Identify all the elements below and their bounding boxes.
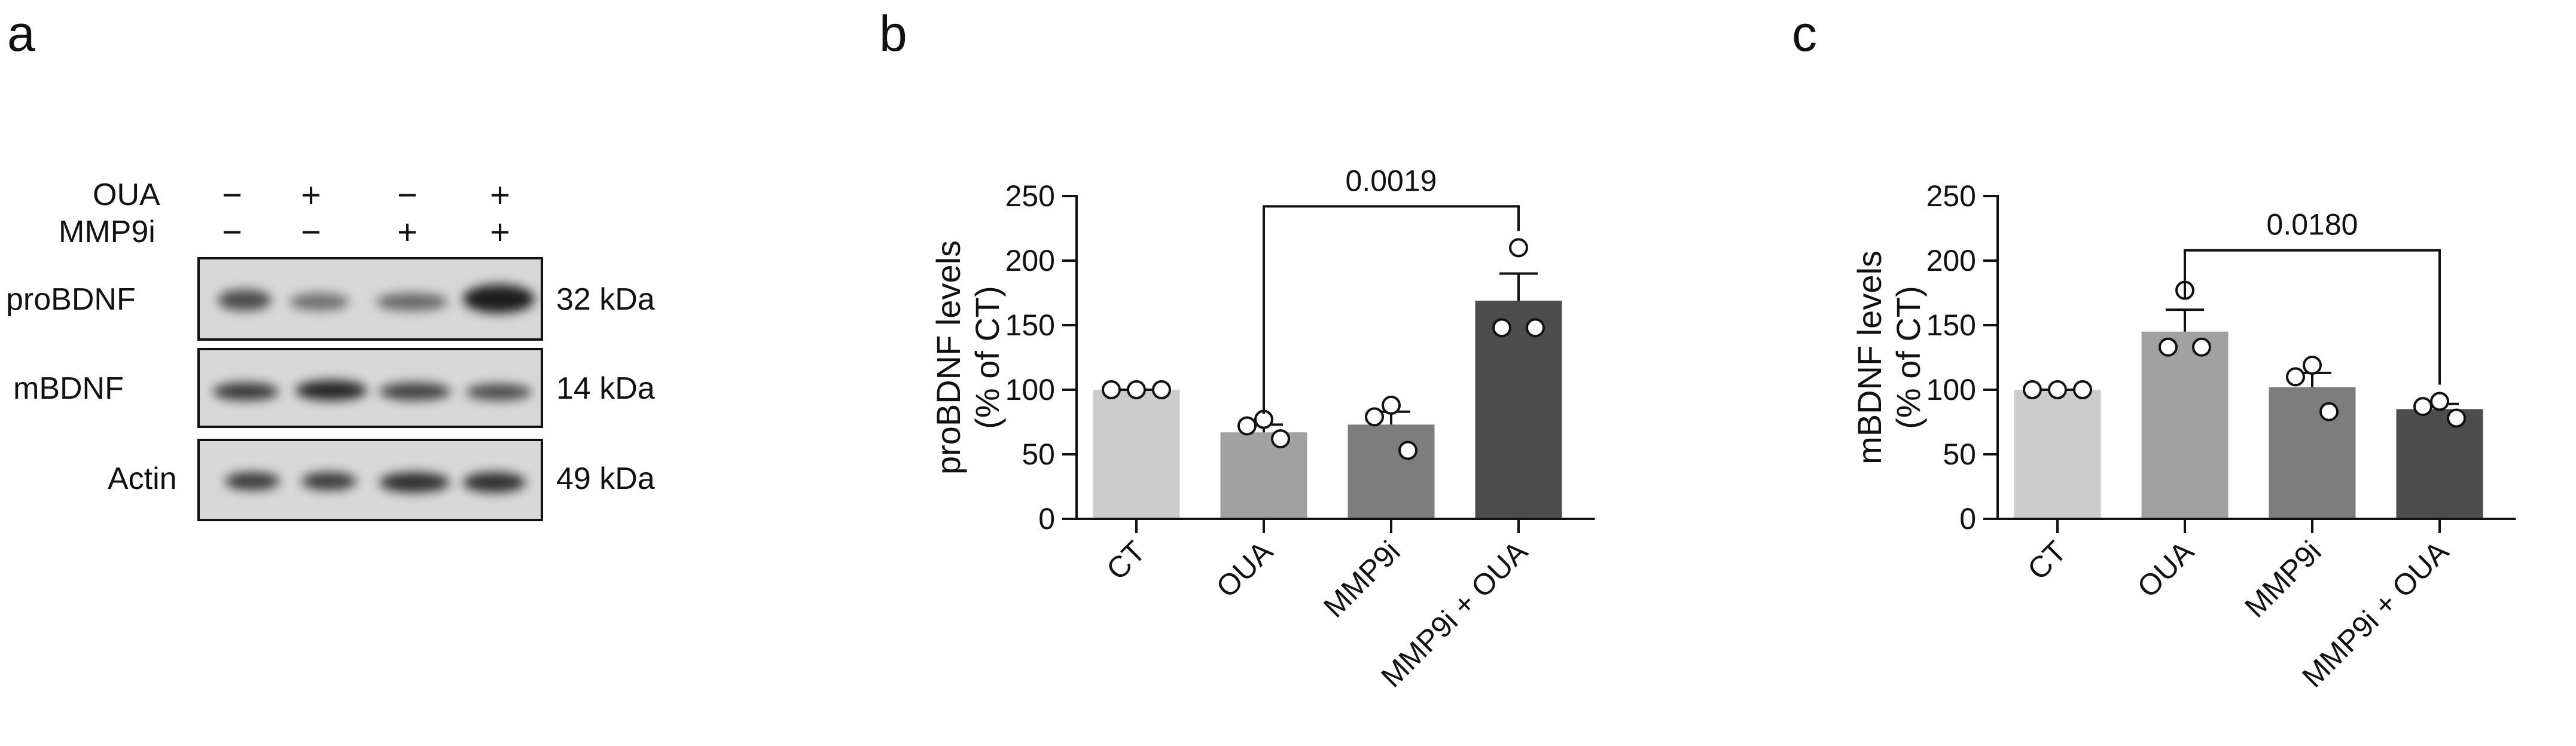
significance-bracket xyxy=(2184,249,2441,385)
data-point xyxy=(2319,402,2339,421)
x-tick-label: MMP9i xyxy=(2238,534,2328,624)
y-axis-title-line2: (% of CT) xyxy=(1889,286,1927,429)
y-tick-label: 250 xyxy=(1005,179,1055,213)
data-point xyxy=(2192,337,2211,357)
y-tick-label: 100 xyxy=(1005,373,1055,406)
blot-band xyxy=(463,285,535,313)
blot-band xyxy=(301,472,356,490)
bar-oua xyxy=(1220,432,1307,519)
data-point xyxy=(2073,380,2092,399)
bar-mmp9i xyxy=(1348,424,1435,519)
data-point xyxy=(1398,441,1417,460)
data-point xyxy=(2413,397,2432,417)
blot-band xyxy=(376,293,448,311)
data-point xyxy=(1492,318,1511,338)
blot-band xyxy=(295,380,367,400)
treatment-sign: − xyxy=(222,176,242,215)
blot-image-probdnf xyxy=(197,257,543,341)
treatment-label-mmp9i: MMP9i xyxy=(59,215,156,249)
significance-bracket xyxy=(1263,205,1520,414)
data-point xyxy=(1237,416,1257,436)
treatment-sign: − xyxy=(222,213,242,252)
blot-band xyxy=(466,384,532,400)
panel-letter-b: b xyxy=(879,5,907,62)
treatment-sign: + xyxy=(490,176,510,215)
treatment-sign: − xyxy=(397,176,417,215)
blot-size-mbdnf: 14 kDa xyxy=(556,371,655,406)
data-point xyxy=(2447,408,2466,428)
y-tick-label: 200 xyxy=(1926,244,1976,277)
data-point xyxy=(2023,380,2042,399)
x-tick-label: CT xyxy=(1100,534,1152,586)
blot-band xyxy=(463,472,526,493)
y-tick-label: 0 xyxy=(1038,502,1055,536)
data-point xyxy=(1102,380,1121,399)
bar-ct xyxy=(1093,390,1180,519)
blot-label-probdnf: proBDNF xyxy=(6,282,136,317)
y-axis-title-line2: (% of CT) xyxy=(968,286,1006,429)
bar-mmp9i xyxy=(2269,387,2356,519)
treatment-label-oua: OUA xyxy=(93,178,160,212)
y-tick-label: 0 xyxy=(1959,502,1976,536)
bar-mmp9i-oua xyxy=(2396,409,2483,519)
p-value-label: 0.0019 xyxy=(1346,164,1437,197)
panel-letter-a: a xyxy=(7,5,35,62)
y-tick-label: 100 xyxy=(1926,373,1976,406)
data-point xyxy=(1509,238,1528,258)
p-value-label: 0.0180 xyxy=(2267,208,2358,241)
y-tick-label: 150 xyxy=(1926,308,1976,342)
x-tick-label: CT xyxy=(2021,534,2073,586)
data-point xyxy=(1127,380,1146,399)
data-point xyxy=(2048,380,2067,399)
data-point xyxy=(1152,380,1171,399)
y-axis-title-line1: mBDNF levels xyxy=(1851,250,1888,464)
panel-letter-c: c xyxy=(1792,5,1817,62)
blot-band xyxy=(379,472,450,493)
blot-image-actin xyxy=(197,439,543,521)
data-point xyxy=(1365,407,1384,427)
data-point xyxy=(2286,367,2305,387)
data-point xyxy=(1271,429,1290,449)
y-tick-label: 50 xyxy=(1943,438,1976,471)
blot-image-mbdnf xyxy=(197,348,543,428)
blot-band xyxy=(225,472,280,490)
bar-oua xyxy=(2141,331,2229,519)
x-tick-label: OUA xyxy=(1210,534,1280,604)
data-point xyxy=(2159,337,2178,357)
treatment-sign: − xyxy=(301,213,321,252)
blot-band xyxy=(213,383,279,400)
data-point xyxy=(2303,355,2322,375)
y-axis-title-line1: proBDNF levels xyxy=(929,240,967,475)
y-tick-label: 50 xyxy=(1022,438,1055,471)
x-tick-label: OUA xyxy=(2131,534,2201,604)
data-point xyxy=(1382,395,1401,415)
y-tick-label: 150 xyxy=(1005,308,1055,342)
y-tick-label: 200 xyxy=(1005,244,1055,277)
blot-band xyxy=(379,383,451,400)
blot-size-probdnf: 32 kDa xyxy=(556,282,655,317)
blot-band xyxy=(289,293,349,311)
treatment-sign: + xyxy=(301,176,321,215)
bar-ct xyxy=(2014,390,2101,519)
bar-mmp9i-oua xyxy=(1475,300,1562,519)
blot-label-mbdnf: mBDNF xyxy=(13,371,124,406)
data-point xyxy=(1526,318,1545,338)
data-point xyxy=(2430,392,2449,411)
blot-size-actin: 49 kDa xyxy=(556,461,655,496)
treatment-sign: + xyxy=(397,213,417,252)
blot-band xyxy=(218,289,272,311)
treatment-sign: + xyxy=(490,213,510,252)
x-tick-label: MMP9i xyxy=(1317,534,1407,624)
y-tick-label: 250 xyxy=(1926,179,1976,213)
blot-label-actin: Actin xyxy=(108,461,177,496)
